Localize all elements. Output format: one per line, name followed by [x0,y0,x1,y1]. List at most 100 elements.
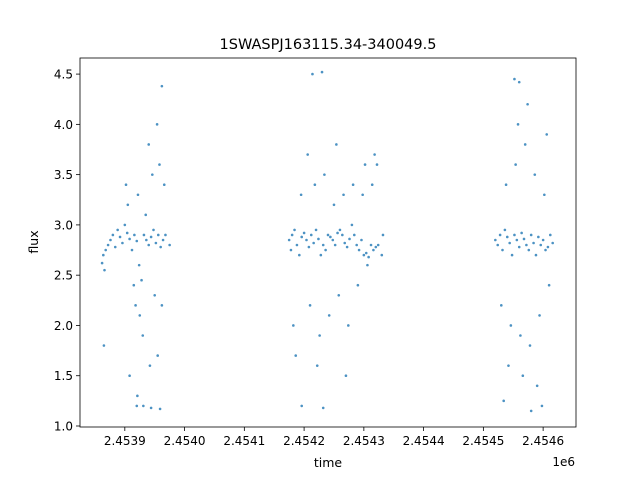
data-point [109,238,112,242]
data-point [152,228,155,232]
data-point [537,235,540,239]
data-point [526,102,529,106]
data-point [373,153,376,156]
plot-frame [79,57,577,428]
data-point [148,364,152,367]
data-point [360,238,363,242]
data-point [500,304,503,307]
data-point [312,241,315,245]
data-point [513,233,516,237]
y-tick-label: 3.0 [54,218,73,232]
y-tick-label: 1.0 [54,419,73,433]
data-point [543,193,546,197]
data-point [380,253,384,257]
data-point [154,241,158,245]
data-point [138,314,142,317]
data-point [113,245,117,249]
data-point [369,243,373,247]
data-point [306,153,309,156]
data-point [149,235,153,239]
data-point [111,233,115,237]
data-point [124,183,128,186]
data-point [348,237,351,241]
data-point [335,143,338,146]
data-point [541,238,545,242]
data-point [505,235,509,239]
data-point [311,72,314,76]
data-point [151,173,154,176]
data-point [347,324,350,327]
data-point [147,143,151,146]
y-tick-label: 4.5 [54,68,73,82]
y-tick-label: 3.5 [54,168,73,182]
data-point [294,354,298,357]
data-point [375,163,379,166]
data-point [516,123,520,126]
data-point [125,231,129,235]
data-point [323,173,326,176]
data-point [319,253,323,257]
data-point [318,334,321,337]
y-tick-label: 1.5 [54,369,73,383]
data-point [498,233,502,237]
data-point [136,193,140,197]
data-point [366,263,369,267]
data-point [496,243,500,247]
data-point [344,374,348,378]
data-point [145,238,148,242]
data-point [103,268,106,272]
data-point [100,261,104,265]
data-point [295,243,299,247]
x-tick-label: 2.4539 [104,434,146,448]
data-point [128,374,131,378]
data-point [357,248,361,252]
data-point [116,228,119,232]
data-point [147,243,151,247]
data-point [364,251,368,255]
data-point [356,283,360,287]
data-point [519,334,522,337]
data-point [329,235,332,239]
data-point [292,324,295,327]
data-point [160,84,164,88]
data-point [338,228,342,232]
data-point [534,253,538,257]
data-point [351,183,355,186]
data-point [372,248,375,252]
data-point [513,77,516,81]
x-tick-label: 2.4545 [462,434,504,448]
data-point [342,193,345,197]
data-point [162,183,166,186]
data-point [324,248,327,252]
data-point [539,243,543,247]
data-point [332,203,336,207]
data-point [321,406,325,410]
data-point [300,235,304,239]
data-point [545,133,549,136]
data-point [134,304,137,307]
data-point [549,233,552,237]
data-point [141,334,145,337]
data-point [132,283,136,287]
data-point [370,183,374,186]
data-point [538,314,541,317]
x-axis-offset-label: 1e6 [552,455,575,469]
data-point [137,263,141,267]
data-point [305,238,308,242]
y-axis-ticks: 1.0 1.5 2.0 2.5 3.0 3.5 4.0 4.5 [54,68,80,433]
data-point [515,238,519,242]
data-point [159,245,162,249]
data-point [522,237,526,241]
y-tick-label: 2.0 [54,319,73,333]
data-point [313,183,317,186]
data-point [336,231,339,235]
data-point [350,223,354,227]
scatter-points [100,70,554,413]
data-point [126,203,130,207]
data-point [331,238,335,242]
data-point [529,233,533,237]
y-tick-label: 2.5 [54,269,73,283]
y-axis-label: flux [26,230,41,253]
data-point [327,314,331,317]
